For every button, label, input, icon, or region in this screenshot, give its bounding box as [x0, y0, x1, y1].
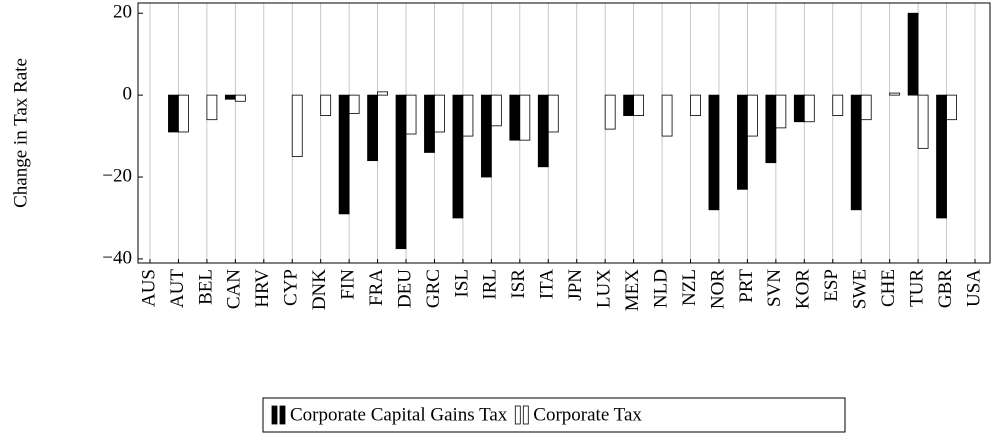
legend-box: [262, 397, 846, 433]
bar: [547, 94, 559, 133]
bar: [737, 94, 748, 190]
y-tick-label: 20: [113, 2, 132, 23]
legend-swatch: [514, 405, 521, 425]
bar: [291, 94, 303, 157]
bar: [775, 94, 787, 129]
x-tick-label: DNK: [309, 269, 330, 310]
x-tick-label: GRC: [423, 269, 444, 308]
x-tick-label: NOR: [707, 269, 728, 309]
bar: [917, 94, 929, 149]
bar: [338, 94, 350, 215]
x-tick-label: CYP: [281, 269, 302, 306]
bar: [690, 94, 701, 116]
bar: [946, 94, 957, 121]
x-tick-label: ESP: [821, 269, 842, 302]
bar: [224, 94, 236, 100]
bar: [832, 94, 844, 116]
x-tick-label: SWE: [850, 269, 871, 309]
x-tick-label: CAN: [224, 269, 245, 309]
bar: [480, 94, 492, 178]
x-tick-label: NLD: [650, 269, 671, 308]
bar: [367, 94, 378, 162]
legend-swatch: [271, 405, 278, 425]
x-tick-label: USA: [963, 269, 984, 307]
x-tick-label: GBR: [935, 269, 956, 308]
bar: [936, 94, 947, 219]
x-tick-label: NZL: [679, 269, 700, 306]
x-tick-label: TUR: [906, 269, 927, 307]
bar: [168, 94, 179, 133]
bar: [377, 91, 388, 96]
x-tick-label: ISL: [451, 269, 472, 298]
bar: [452, 94, 464, 219]
x-tick-label: AUT: [167, 269, 188, 308]
x-tick-label: LUX: [594, 269, 615, 308]
bar: [320, 94, 332, 116]
bar: [234, 94, 246, 102]
bar: [889, 92, 901, 96]
bar: [434, 94, 445, 133]
bar: [907, 12, 919, 96]
plot-frame: [137, 2, 991, 264]
legend-swatch: [522, 405, 529, 425]
x-tick-label: KOR: [793, 269, 814, 309]
legend-label: Corporate Tax: [533, 404, 642, 425]
bar: [793, 94, 805, 123]
legend-label: Corporate Capital Gains Tax: [290, 404, 508, 425]
bar: [747, 94, 758, 137]
x-tick-label: MEX: [622, 269, 643, 312]
x-tick-label: SVN: [764, 269, 785, 307]
bar: [661, 94, 673, 137]
x-tick-label: ISR: [508, 269, 529, 299]
bar: [708, 94, 720, 211]
y-tick-label: −40: [102, 247, 132, 268]
x-tick-label: CHE: [878, 269, 899, 307]
bar: [395, 94, 407, 250]
bar: [509, 94, 521, 141]
bar: [803, 94, 815, 123]
bar: [765, 94, 777, 164]
bar: [405, 94, 417, 135]
bar: [850, 94, 862, 211]
bar: [633, 94, 645, 116]
x-tick-label: AUS: [138, 269, 159, 307]
bar: [623, 94, 635, 116]
x-tick-label: BEL: [195, 269, 216, 305]
x-tick-label: PRT: [736, 269, 757, 303]
x-tick-label: IRL: [480, 269, 501, 300]
x-tick-label: DEU: [394, 269, 415, 308]
bar: [206, 94, 218, 121]
x-tick-label: FRA: [366, 269, 387, 306]
bar: [519, 94, 531, 141]
y-tick-label: −20: [102, 165, 132, 186]
x-tick-label: ITA: [537, 269, 558, 299]
bar: [178, 94, 189, 133]
bar: [490, 94, 502, 127]
bar: [537, 94, 549, 168]
y-axis-label: Change in Tax Rate: [10, 58, 31, 208]
bar: [462, 94, 474, 137]
bar: [860, 94, 872, 121]
bar: [348, 94, 360, 114]
y-tick-label: 0: [123, 83, 133, 104]
x-tick-label: HRV: [252, 269, 273, 308]
bar: [604, 94, 616, 130]
bar: [424, 94, 435, 153]
legend-swatch: [279, 405, 286, 425]
x-tick-label: FIN: [337, 269, 358, 300]
x-tick-label: JPN: [565, 269, 586, 301]
